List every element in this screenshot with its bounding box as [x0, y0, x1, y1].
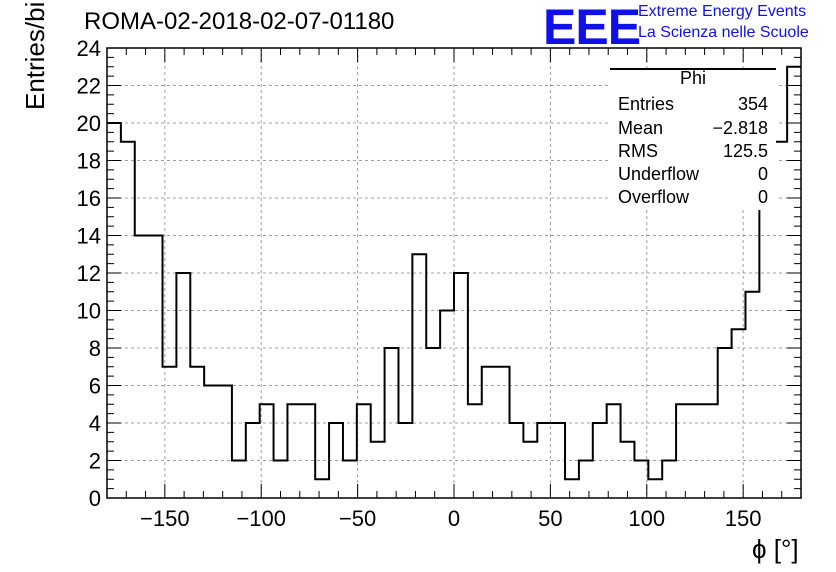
x-tick-label: 0: [448, 506, 460, 531]
histogram-bin: [579, 461, 593, 499]
histogram-bin: [440, 311, 454, 499]
x-tick-label: 50: [538, 506, 562, 531]
stats-value: 354: [737, 94, 768, 114]
histogram-bin: [468, 404, 482, 498]
histogram-bin: [371, 442, 385, 498]
histogram-bin: [523, 442, 537, 498]
histogram-bars: [107, 65, 801, 499]
histogram-bin: [662, 461, 676, 499]
histogram-bin: [745, 292, 759, 498]
x-tick-label: 150: [725, 506, 762, 531]
histogram-bin: [218, 386, 232, 499]
plot-title: ROMA-02-2018-02-07-01180: [84, 8, 395, 35]
x-axis-label: ϕ [°]: [752, 534, 799, 564]
y-tick-label: 8: [89, 336, 101, 361]
y-tick-label: 24: [77, 36, 101, 61]
y-axis-label: Entries/bin: [20, 0, 50, 110]
histogram-bin: [135, 236, 149, 499]
stats-value: 125.5: [722, 141, 768, 161]
histogram-bin: [274, 461, 288, 499]
stats-row-underflow: Underflow 0: [618, 164, 768, 188]
histogram-bin: [149, 236, 163, 499]
y-tick-label: 6: [89, 374, 101, 399]
stats-value: 0: [757, 187, 768, 207]
stats-row-overflow: Overflow 0: [618, 187, 768, 211]
y-tick-label: 20: [77, 111, 101, 136]
stats-label: Underflow: [618, 164, 700, 184]
stats-label: Mean: [618, 118, 664, 138]
logo-subtitle-line2: La Scienza nelle Scuole: [638, 24, 809, 41]
x-tick-label: −50: [339, 506, 376, 531]
y-tick-label: 12: [77, 261, 101, 286]
histogram-bin: [287, 404, 301, 498]
stats-label: RMS: [618, 141, 658, 161]
histogram-bin: [343, 461, 357, 499]
histogram-bin: [496, 367, 510, 498]
histogram-bin: [648, 479, 662, 498]
histogram-bin: [565, 479, 579, 498]
stats-label: Overflow: [618, 187, 690, 207]
y-tick-label: 10: [77, 299, 101, 324]
histogram-bin: [732, 329, 746, 498]
histogram-bin: [163, 367, 177, 498]
histogram-bin: [385, 348, 399, 498]
histogram-bin: [690, 404, 704, 498]
histogram-bin: [607, 404, 621, 498]
histogram-bin: [204, 386, 218, 499]
y-tick-label: 4: [89, 411, 101, 436]
histogram-bin: [260, 404, 274, 498]
histogram-bin: [329, 423, 343, 498]
y-tick-label: 16: [77, 186, 101, 211]
x-tick-label: −150: [140, 506, 190, 531]
stats-value: 0: [757, 164, 768, 184]
histogram-bin: [454, 273, 468, 498]
histogram-bin: [190, 367, 204, 498]
stats-row-mean: Mean −2.818: [618, 118, 768, 142]
histogram-bin: [510, 423, 524, 498]
histogram-bin: [121, 142, 135, 498]
y-tick-label: 14: [77, 224, 101, 249]
stats-title: Phi: [679, 68, 706, 88]
histogram-bin: [676, 404, 690, 498]
x-tick-label: −100: [236, 506, 286, 531]
histogram-bin: [398, 423, 412, 498]
eee-logo: EEE: [543, 0, 641, 55]
histogram-bin: [176, 273, 190, 498]
histogram-bin: [621, 442, 635, 498]
axes: [106, 47, 802, 499]
histogram-bin: [357, 404, 371, 498]
y-tick-label: 22: [77, 74, 101, 99]
histogram-bin: [593, 423, 607, 498]
stats-row-entries: Entries 354: [618, 94, 768, 118]
histogram-bin: [426, 348, 440, 498]
histogram-bin: [315, 479, 329, 498]
stats-row-rms: RMS 125.5: [618, 141, 768, 165]
logo-subtitle-line1: Extreme Energy Events: [638, 3, 807, 20]
histogram-bin: [246, 423, 260, 498]
histogram-bin: [301, 404, 315, 498]
y-tick-label: 18: [77, 149, 101, 174]
histogram-bin: [759, 179, 773, 498]
histogram-outline: [107, 65, 801, 481]
stats-box: Phi Entries 354 Mean −2.818 RMS 125.5 Un…: [610, 68, 776, 210]
histogram-bin: [787, 67, 801, 498]
histogram-bin: [232, 461, 246, 499]
y-tick-label: 2: [89, 449, 101, 474]
histogram-bin: [704, 404, 718, 498]
histogram-bin: [482, 367, 496, 498]
tick-labels: −150 −100 −50 0 50 100 15002468101214161820222…: [77, 36, 762, 531]
x-tick-label: 100: [628, 506, 665, 531]
y-tick-label: 0: [89, 486, 101, 511]
histogram-bin: [718, 348, 732, 498]
histogram-bin: [107, 123, 121, 498]
histogram-bin: [551, 423, 565, 498]
histogram-bin: [634, 461, 648, 499]
histogram-bin: [412, 254, 426, 498]
histogram-bin: [537, 423, 551, 498]
stats-label: Entries: [618, 94, 675, 114]
stats-value: −2.818: [712, 118, 768, 138]
